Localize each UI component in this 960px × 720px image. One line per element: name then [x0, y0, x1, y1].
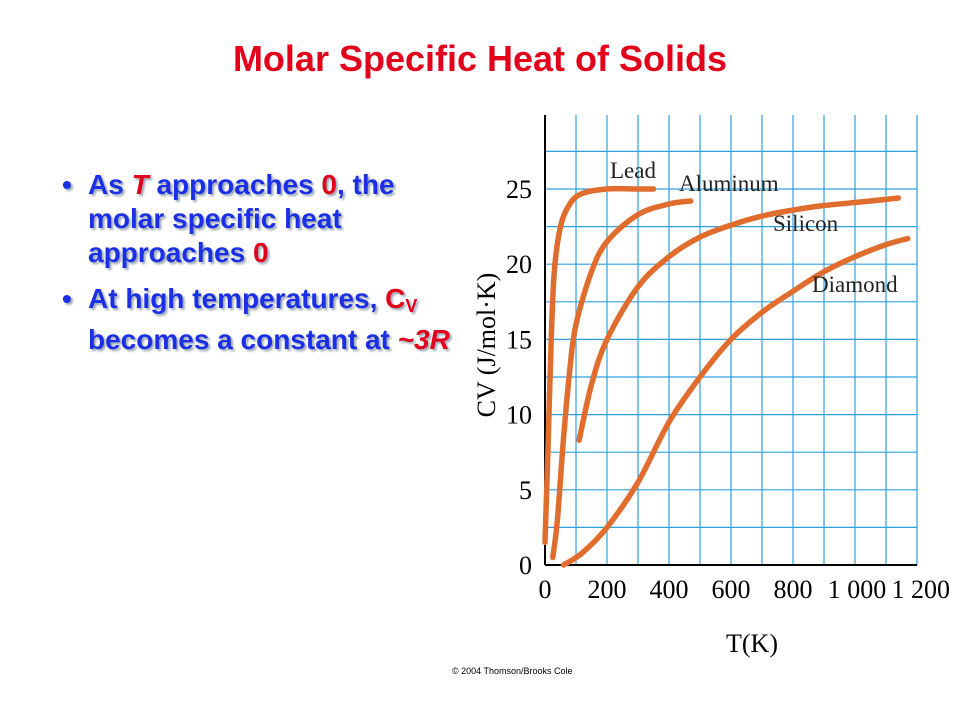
bullet-text: As [88, 169, 132, 200]
value-zero: 0 [252, 237, 269, 268]
series-label-diamond: Diamond [812, 272, 898, 297]
y-tick-label: 0 [519, 551, 532, 580]
slide-title: Molar Specific Heat of Solids [232, 38, 728, 79]
symbol-C: C [385, 283, 406, 314]
y-tick-label: 15 [506, 325, 532, 354]
x-tick-label: 200 [588, 575, 627, 604]
x-tick-label: 600 [712, 575, 751, 604]
curve-aluminum [550, 198, 694, 561]
symbol-cv: CV [385, 283, 418, 316]
symbol-T: T [131, 169, 149, 200]
chart-labels: 0 5 10 15 20 25 0 200 400 600 800 1 000 1 200 T(K) CV … [472, 158, 950, 658]
x-tick-label: 0 [539, 575, 552, 604]
bullet-text: , the molar specific heat approaches [88, 169, 395, 268]
symbol-subscript: V [405, 296, 418, 316]
bullet-text: approaches [148, 169, 322, 200]
chart-grid [544, 115, 918, 566]
x-tick-label: 400 [650, 575, 689, 604]
series-label-lead: Lead [610, 158, 656, 183]
curve-lead [542, 185, 657, 546]
series-label-aluminum: Aluminum [679, 171, 779, 196]
x-axis-label: T(K) [726, 629, 778, 658]
value-3r: ~3R [397, 324, 450, 355]
x-tick-label: 1 200 [892, 575, 951, 604]
bullet-item: • At high temperatures, CV becomes a cons… [62, 282, 462, 357]
bullet-text: becomes a constant at [88, 324, 398, 355]
value-zero: 0 [321, 169, 337, 200]
y-tick-label: 20 [506, 250, 532, 279]
bullet-dot: • [62, 283, 72, 314]
y-tick-label: 10 [506, 401, 532, 430]
x-tick-label: 800 [774, 575, 813, 604]
curve-silicon [576, 195, 902, 443]
y-tick-label: 5 [519, 476, 532, 505]
bullet-item: • As T approaches 0, the molar specific h… [62, 168, 462, 270]
bullet-text: At high temperatures, [88, 283, 386, 314]
bullet-dot: • [62, 169, 72, 200]
chart-curves [542, 185, 911, 568]
copyright-note: © 2004 Thomson/Brooks Cole [452, 666, 573, 676]
y-axis-label: CV (J/mol·K) [472, 273, 501, 418]
curve-diamond [560, 235, 911, 568]
y-tick-label: 25 [506, 175, 532, 204]
series-label-silicon: Silicon [773, 211, 839, 236]
bullet-list: • As T approaches 0, the molar specific h… [62, 168, 462, 369]
x-tick-label: 1 000 [828, 575, 887, 604]
